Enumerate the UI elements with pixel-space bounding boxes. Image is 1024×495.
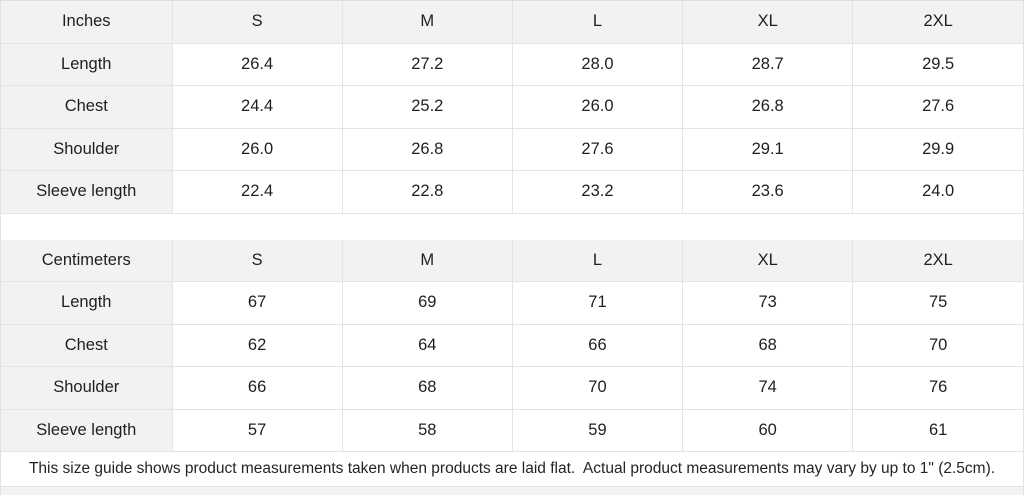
value-cell: 66 [511, 323, 684, 367]
value-cell: 73 [682, 281, 854, 325]
value-cell: 74 [682, 366, 854, 410]
value-cell: 61 [852, 408, 1023, 452]
value-cell: 29.9 [852, 127, 1023, 171]
table-row: Chest 24.4 25.2 26.0 26.8 27.6 [1, 85, 1023, 129]
row-label: Chest [1, 323, 173, 367]
table-row: Shoulder 66 68 70 74 76 [1, 366, 1023, 410]
value-cell: 60 [682, 408, 854, 452]
value-cell: 71 [511, 281, 684, 325]
value-cell: 59 [511, 408, 684, 452]
table-row: Sleeve length 57 58 59 60 61 [1, 408, 1023, 452]
value-cell: 22.8 [341, 170, 513, 214]
value-cell: 62 [171, 323, 343, 367]
size-column-header: S [171, 1, 343, 44]
row-label: Shoulder [1, 366, 173, 410]
size-column-header: M [341, 1, 513, 44]
size-column-header: S [171, 239, 343, 282]
value-cell: 25.2 [341, 85, 513, 129]
value-cell: 26.4 [171, 42, 343, 86]
value-cell: 22.4 [171, 170, 343, 214]
unit-header-cell: Centimeters [1, 239, 173, 282]
table-row: Length 67 69 71 73 75 [1, 281, 1023, 325]
size-column-header: M [341, 239, 513, 282]
size-column-header: 2XL [852, 239, 1023, 282]
value-cell: 76 [852, 366, 1023, 410]
value-cell: 58 [341, 408, 513, 452]
value-cell: 26.0 [511, 85, 684, 129]
size-column-header: L [511, 239, 684, 282]
table-row: Length 26.4 27.2 28.0 28.7 29.5 [1, 42, 1023, 86]
value-cell: 26.8 [341, 127, 513, 171]
value-cell: 66 [171, 366, 343, 410]
value-cell: 23.6 [682, 170, 854, 214]
value-cell: 28.7 [682, 42, 854, 86]
size-column-header: 2XL [852, 1, 1023, 44]
row-label: Length [1, 281, 173, 325]
value-cell: 70 [511, 366, 684, 410]
row-label: Shoulder [1, 127, 173, 171]
value-cell: 29.1 [682, 127, 854, 171]
value-cell: 75 [852, 281, 1023, 325]
size-column-header: XL [682, 239, 854, 282]
value-cell: 24.0 [852, 170, 1023, 214]
value-cell: 64 [341, 323, 513, 367]
size-column-header: XL [682, 1, 854, 44]
value-cell: 69 [341, 281, 513, 325]
value-cell: 27.2 [341, 42, 513, 86]
value-cell: 70 [852, 323, 1023, 367]
value-cell: 27.6 [852, 85, 1023, 129]
unit-header-cell: Inches [1, 1, 173, 44]
row-label: Sleeve length [1, 408, 173, 452]
table-row: Shoulder 26.0 26.8 27.6 29.1 29.9 [1, 127, 1023, 171]
centimeters-header-row: Centimeters S M L XL 2XL [1, 239, 1023, 282]
value-cell: 27.6 [511, 127, 684, 171]
value-cell: 68 [341, 366, 513, 410]
value-cell: 68 [682, 323, 854, 367]
table-row: Chest 62 64 66 68 70 [1, 323, 1023, 367]
value-cell: 26.8 [682, 85, 854, 129]
row-label: Length [1, 42, 173, 86]
row-label: Chest [1, 85, 173, 129]
bottom-strip [1, 487, 1023, 495]
value-cell: 28.0 [511, 42, 684, 86]
value-cell: 57 [171, 408, 343, 452]
value-cell: 24.4 [171, 85, 343, 129]
row-label: Sleeve length [1, 170, 173, 214]
value-cell: 29.5 [852, 42, 1023, 86]
value-cell: 67 [171, 281, 343, 325]
inches-header-row: Inches S M L XL 2XL [1, 1, 1023, 44]
value-cell: 23.2 [511, 170, 684, 214]
table-row: Sleeve length 22.4 22.8 23.2 23.6 24.0 [1, 170, 1023, 214]
centimeters-table: Centimeters S M L XL 2XL Length 67 69 71… [1, 239, 1023, 453]
size-guide-footnote: This size guide shows product measuremen… [1, 452, 1023, 487]
value-cell: 26.0 [171, 127, 343, 171]
size-column-header: L [511, 1, 684, 44]
inches-table: Inches S M L XL 2XL Length 26.4 27.2 28.… [1, 1, 1023, 214]
table-spacer [1, 213, 1023, 240]
